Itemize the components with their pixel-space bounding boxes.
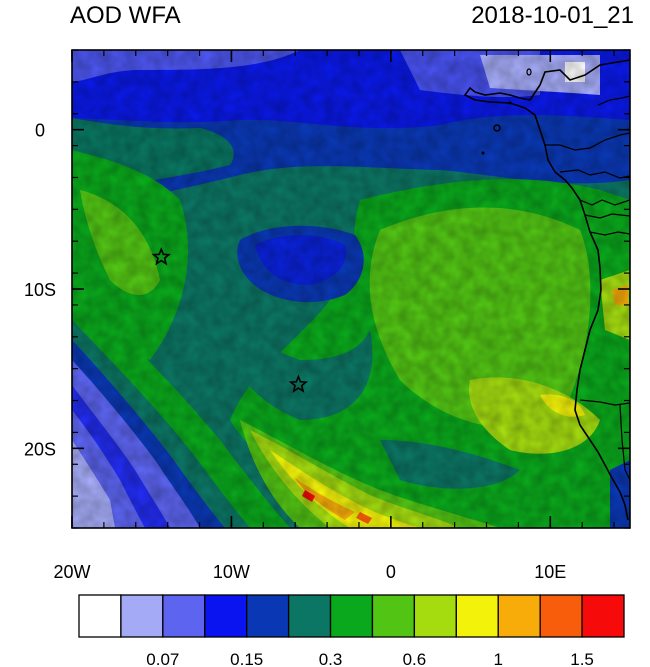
axis-ticks [71,49,630,529]
y-tick-label: 0 [35,121,45,141]
timestamp-title: 2018-10-01_21 [471,2,634,29]
colorbar-label: 1.5 [570,650,594,667]
colorbar-label: 0.07 [146,650,179,667]
axis-tick-labels: 20W 10W 0 10E 0 10S 20S [24,121,566,582]
site-markers [151,246,309,393]
colorbar-box [371,594,416,638]
x-tick-label: 20W [53,562,90,582]
colorbar-box [120,594,164,638]
colorbar-box [539,594,583,638]
aod-field [72,50,630,528]
variable-title: AOD WFA [70,2,181,29]
colorbar-label: 0.6 [403,650,427,667]
colorbar-box [78,594,122,638]
colorbar-box [204,594,248,638]
colorbar-box [162,594,206,638]
colorbar-box [329,594,374,638]
y-tick-label: 10S [24,280,56,300]
x-tick-label: 10W [213,562,250,582]
colorbar-box [287,594,332,638]
colorbar-box [246,594,290,638]
colorbar-label: 0.3 [319,650,343,667]
colorbar-box [413,594,457,638]
colorbar-box [581,594,625,638]
colorbar-box [497,594,541,638]
x-tick-label: 10E [534,562,566,582]
colorbar-label: 1 [493,650,502,667]
x-tick-label: 0 [386,562,396,582]
star-marker-site-a [151,246,171,266]
colorbar: 0.07 0.15 0.3 0.6 1 1.5 [78,594,625,667]
colorbar-label: 0.15 [230,650,263,667]
coastline [463,59,630,521]
colorbar-box [455,594,499,638]
y-tick-label: 20S [24,439,56,459]
star-marker-site-b [288,374,309,393]
